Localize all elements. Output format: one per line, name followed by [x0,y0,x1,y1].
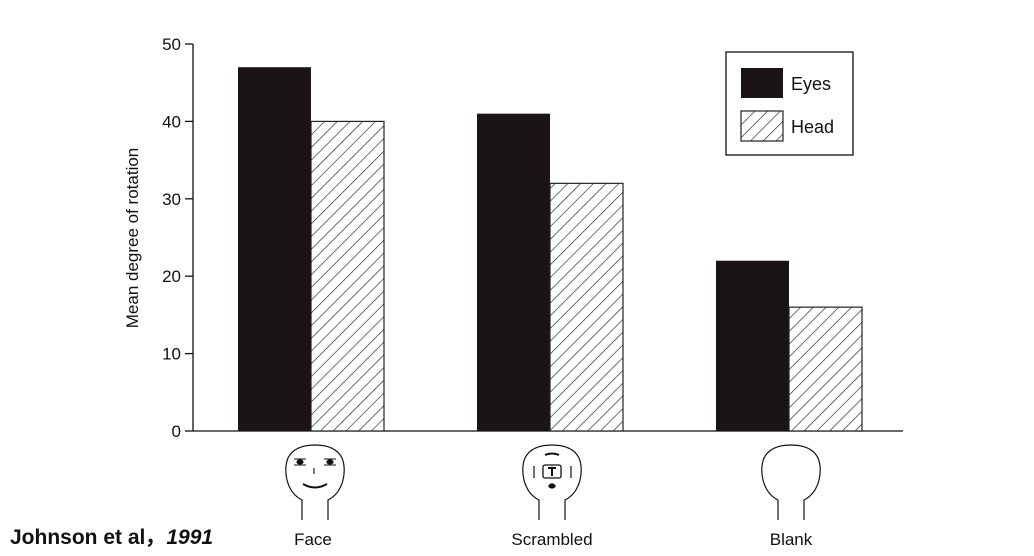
scrambled-face-stimulus-icon [522,444,582,520]
y-tick-label: 40 [162,112,181,131]
y-tick-label: 50 [162,35,181,54]
category-label-face: Face [294,530,332,549]
category-label-blank: Blank [770,530,813,549]
bar-eyes-blank [716,260,789,431]
bars [238,67,863,432]
category-labels: Face Scrambled Blank [294,530,813,549]
y-axis-title: Mean degree of rotation [123,148,142,329]
category-label-scrambled: Scrambled [511,530,592,549]
y-tick-label: 20 [162,267,181,286]
citation-year: 1991 [166,526,214,549]
legend-label-head: Head [791,117,834,137]
citation: Johnson et al，1991 [10,521,213,551]
bar-eyes-face [238,67,311,431]
legend: Eyes Head [725,51,854,156]
bar-head-blank [788,306,863,432]
legend-label-eyes: Eyes [791,74,831,94]
blank-head-stimulus-icon [761,444,821,520]
y-tick-label: 10 [162,345,181,364]
bar-head-scrambled [549,182,624,432]
y-tick-label: 0 [172,422,181,441]
y-ticks: 0 10 20 30 40 50 [162,35,193,441]
legend-swatch-eyes [741,68,783,98]
legend-swatch-head [740,110,784,142]
y-tick-label: 30 [162,190,181,209]
face-stimulus-icon [285,444,345,520]
bar-head-face [310,120,385,432]
citation-authors: Johnson et al [10,526,146,549]
citation-separator: ， [145,526,167,549]
bar-eyes-scrambled [477,113,550,431]
